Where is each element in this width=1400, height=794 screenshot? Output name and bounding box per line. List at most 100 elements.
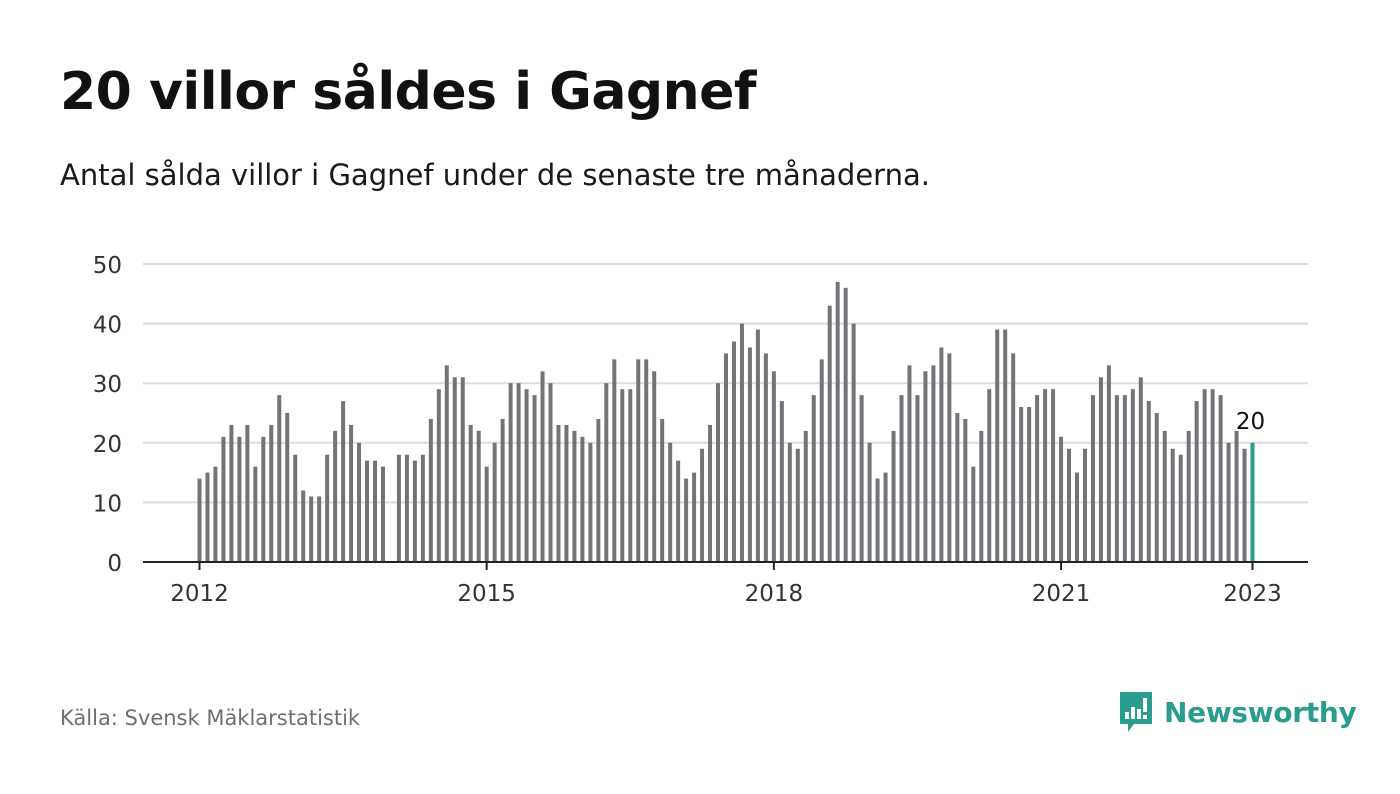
bar [747, 347, 752, 562]
bar [620, 389, 625, 562]
bar [213, 466, 218, 562]
bar [1234, 430, 1239, 562]
bar [787, 442, 792, 562]
bar [365, 460, 370, 562]
bar [285, 413, 290, 562]
bar [995, 329, 1000, 562]
bar [333, 430, 338, 562]
bar [660, 418, 665, 562]
bar [684, 478, 689, 562]
bar [1019, 407, 1024, 562]
bar [341, 401, 346, 562]
bar [396, 454, 401, 562]
bar [1210, 389, 1215, 562]
y-tick-label: 30 [93, 372, 122, 398]
bar [1178, 454, 1183, 562]
bar [293, 454, 298, 562]
bar [963, 418, 968, 562]
bar [221, 436, 226, 562]
bar [724, 353, 728, 562]
bar [564, 424, 569, 562]
bar [708, 424, 713, 562]
x-tick-label: 2012 [170, 581, 229, 607]
bar [540, 371, 545, 562]
highlight-value-label: 20 [1236, 409, 1265, 435]
bar [700, 448, 705, 562]
bar [1130, 389, 1135, 562]
bar [1082, 448, 1087, 562]
bar [452, 377, 457, 562]
bar [819, 359, 824, 562]
bar [476, 430, 481, 562]
y-tick-label: 0 [107, 551, 122, 577]
newsworthy-icon [1120, 692, 1152, 732]
bar [923, 371, 928, 562]
bar [899, 395, 904, 562]
bar [827, 305, 832, 562]
bar [1154, 413, 1159, 562]
bar [556, 424, 561, 562]
bar [811, 395, 816, 562]
bar [428, 418, 433, 562]
bar [237, 436, 242, 562]
bar [548, 383, 553, 562]
bar [1170, 448, 1175, 562]
bar [229, 424, 234, 562]
bar [628, 389, 633, 562]
x-tick-label: 2015 [457, 581, 516, 607]
bar [795, 448, 800, 562]
bar [205, 472, 210, 562]
bar [277, 395, 282, 562]
bar [1035, 395, 1040, 562]
bar [1027, 407, 1032, 562]
bar [1226, 442, 1231, 562]
bar [915, 395, 920, 562]
bar [1003, 329, 1008, 562]
y-tick-label: 50 [93, 253, 122, 279]
bar [644, 359, 649, 562]
chart-title: 20 villor såldes i Gagnef [60, 62, 757, 122]
bar [436, 389, 441, 562]
bar [771, 371, 776, 562]
bar [516, 383, 521, 562]
bar [1242, 448, 1247, 562]
bar [460, 377, 465, 562]
bar [404, 454, 409, 562]
bar [444, 365, 449, 562]
bar [987, 389, 992, 562]
bar [1043, 389, 1048, 562]
x-tick-label: 2021 [1032, 581, 1091, 607]
bar [1162, 430, 1167, 562]
bar [1138, 377, 1143, 562]
bar [1011, 353, 1016, 562]
bar [508, 383, 513, 562]
bar [596, 418, 601, 562]
bar [1186, 430, 1191, 562]
bar [1146, 401, 1151, 562]
bar [317, 496, 322, 562]
bar [1059, 436, 1064, 562]
bar [1051, 389, 1056, 562]
bar [1067, 448, 1072, 562]
chart-subtitle: Antal sålda villor i Gagnef under de sen… [60, 158, 930, 192]
bar [373, 460, 377, 562]
bar [325, 454, 330, 562]
bar [931, 365, 936, 562]
bar [1075, 472, 1079, 562]
bar [763, 353, 768, 562]
bar [500, 418, 505, 562]
bar [588, 442, 593, 562]
bar [420, 454, 425, 562]
bar [668, 442, 673, 562]
bar [380, 466, 385, 562]
bar [939, 347, 944, 562]
bar [731, 341, 736, 562]
bar [1106, 365, 1111, 562]
bar [1098, 377, 1103, 562]
y-tick-label: 10 [93, 491, 122, 517]
bar [716, 383, 721, 562]
bar [524, 389, 529, 562]
bar [955, 413, 960, 562]
bar [867, 442, 872, 562]
